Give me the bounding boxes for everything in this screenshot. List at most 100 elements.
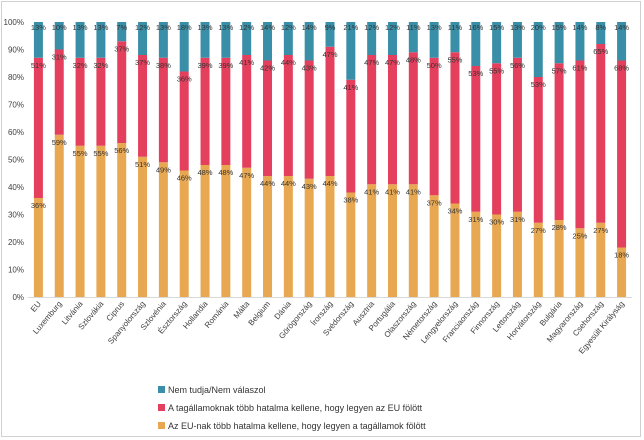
data-label: 12% <box>364 23 379 32</box>
bar-segment <box>325 176 335 297</box>
data-label: 41% <box>239 58 254 67</box>
data-label: 41% <box>406 187 421 196</box>
data-label: 31% <box>468 215 483 224</box>
bar-segment <box>492 22 502 64</box>
bar-segment <box>387 55 397 185</box>
data-label: 46% <box>177 174 192 183</box>
data-label: 14% <box>572 23 587 32</box>
bar-segment <box>554 220 564 297</box>
data-label: 11% <box>448 23 463 32</box>
bar-segment <box>450 22 460 53</box>
data-label: 16% <box>468 23 483 32</box>
data-label: 12% <box>281 23 296 32</box>
data-label: 68% <box>614 64 629 73</box>
y-tick-label: 30% <box>8 211 24 220</box>
bar-segment <box>492 214 502 297</box>
bar-segment <box>408 184 418 297</box>
data-label: 15% <box>552 23 567 32</box>
data-label: 61% <box>572 64 587 73</box>
bar-segment <box>304 178 314 297</box>
bar-segment <box>512 211 522 297</box>
y-tick-label: 0% <box>12 293 24 302</box>
bar-segment <box>492 63 502 215</box>
bar-segment <box>429 57 439 196</box>
bar-segment <box>263 60 273 176</box>
data-label: 14% <box>302 23 317 32</box>
bar-segment <box>179 22 189 72</box>
bar-segment <box>533 22 543 77</box>
data-label: 37% <box>427 198 442 207</box>
data-label: 13% <box>510 23 525 32</box>
data-label: 30% <box>489 218 504 227</box>
bar-segment <box>408 22 418 53</box>
data-label: 51% <box>31 61 46 70</box>
data-label: 11% <box>406 23 421 32</box>
data-label: 48% <box>218 168 233 177</box>
bar-segment <box>617 247 627 297</box>
data-label: 36% <box>177 75 192 84</box>
bar-segment <box>346 192 356 297</box>
bar-segment <box>429 22 439 58</box>
data-label: 55% <box>489 66 504 75</box>
bar-segment <box>96 22 106 58</box>
bar-segment <box>325 22 335 47</box>
bar-segment <box>200 165 210 297</box>
data-label: 27% <box>593 226 608 235</box>
y-tick-label: 70% <box>8 101 24 110</box>
bar-segment <box>367 184 377 297</box>
bar-segment <box>617 22 627 61</box>
bar-segment <box>408 52 418 185</box>
bar-segment <box>158 22 168 58</box>
data-label: 20% <box>531 23 546 32</box>
bar-segment <box>242 22 252 55</box>
data-label: 44% <box>281 179 296 188</box>
bar-segment <box>117 143 127 297</box>
y-tick-label: 20% <box>8 238 24 247</box>
bar-segment <box>221 165 231 297</box>
data-label: 25% <box>572 231 587 240</box>
bar-segment <box>263 22 273 61</box>
data-label: 13% <box>73 23 88 32</box>
data-label: 57% <box>552 66 567 75</box>
bar-segment <box>75 145 85 297</box>
y-tick-label: 60% <box>8 128 24 137</box>
data-label: 65% <box>593 47 608 56</box>
legend-swatch <box>158 422 165 429</box>
y-tick-label: 50% <box>8 156 24 165</box>
bar-segment <box>75 57 85 146</box>
data-label: 47% <box>322 50 337 59</box>
data-label: 8% <box>595 23 606 32</box>
data-label: 10% <box>52 23 67 32</box>
bar-segment <box>596 22 606 44</box>
bar-segment <box>138 156 148 297</box>
y-tick-label: 100% <box>4 18 24 27</box>
data-label: 13% <box>427 23 442 32</box>
data-label: 41% <box>343 83 358 92</box>
x-tick-label: Málta <box>232 299 252 320</box>
bar-segment <box>554 63 564 220</box>
data-label: 31% <box>510 215 525 224</box>
data-label: 43% <box>302 182 317 191</box>
data-label: 34% <box>447 207 462 216</box>
data-label: 12% <box>135 23 150 32</box>
data-label: 53% <box>531 80 546 89</box>
data-label: 12% <box>385 23 400 32</box>
bar-segment <box>575 22 585 61</box>
legend-label: A tagállamoknak több hatalma kellene, ho… <box>168 403 423 413</box>
bar-segment <box>367 55 377 185</box>
data-label: 49% <box>156 165 171 174</box>
data-label: 28% <box>552 223 567 232</box>
data-label: 44% <box>260 179 275 188</box>
data-label: 13% <box>218 23 233 32</box>
data-label: 32% <box>93 61 108 70</box>
bar-segment <box>54 134 64 297</box>
data-label: 43% <box>302 64 317 73</box>
y-tick-label: 90% <box>8 46 24 55</box>
bar-segment <box>158 162 168 297</box>
bar-segment <box>554 22 564 64</box>
bar-segment <box>179 71 189 171</box>
legend-swatch <box>158 386 165 393</box>
legend-label: Nem tudja/Nem válaszol <box>168 385 266 395</box>
data-label: 13% <box>31 23 46 32</box>
